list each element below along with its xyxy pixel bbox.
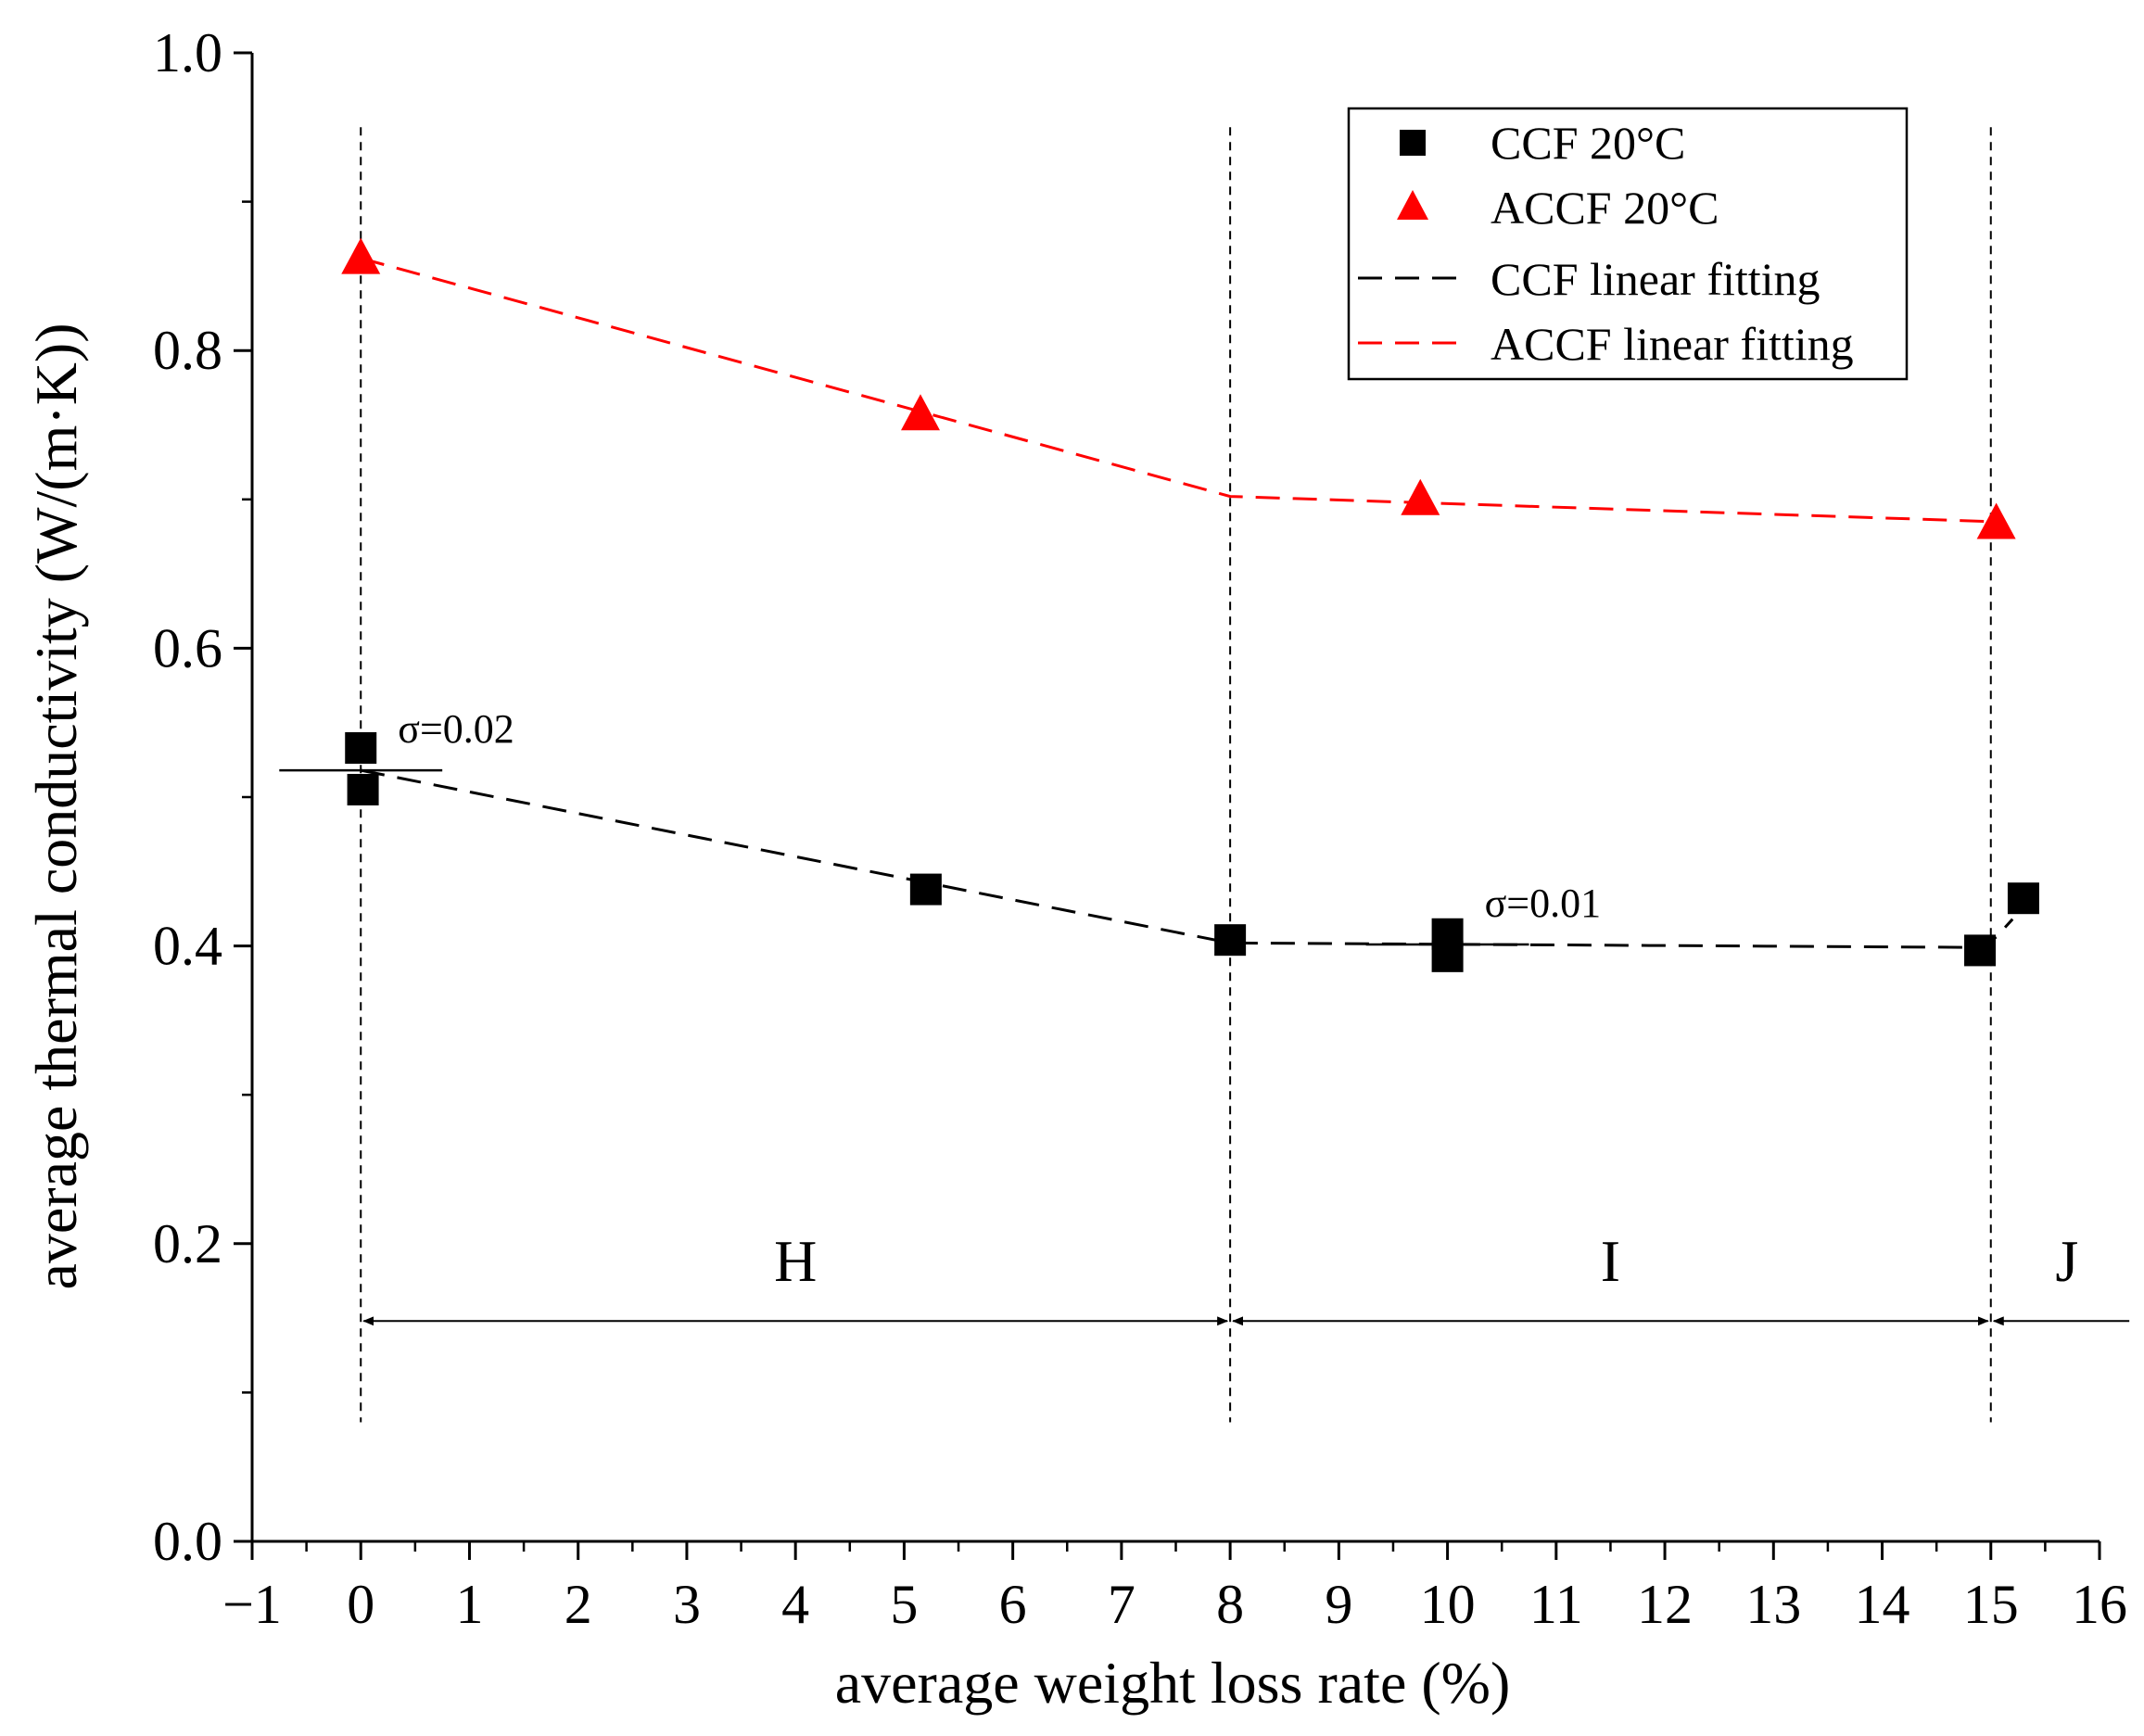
x-tick-label: 5: [890, 1574, 918, 1635]
legend: CCF 20°C ACCF 20°C CCF linear fitting AC…: [1347, 107, 1909, 381]
y-tick-label: 0.2: [153, 1213, 222, 1274]
x-tick-label: −1: [222, 1574, 282, 1635]
legend-marker-accf: [1397, 190, 1428, 220]
y-axis-title: average thermal conductivity (W/(m·K)): [23, 323, 89, 1289]
x-tick-label: 1: [455, 1574, 483, 1635]
accf-point: [341, 237, 381, 274]
x-tick-label: 16: [2072, 1574, 2127, 1635]
accf-point: [900, 394, 940, 431]
region-label-j: J: [2055, 1228, 2078, 1294]
x-tick-label: 9: [1325, 1574, 1352, 1635]
ccf-point: [909, 873, 942, 906]
y-tick-label: 0.8: [153, 320, 222, 381]
y-tick-label: 0.6: [153, 617, 222, 678]
x-tick-label: 2: [565, 1574, 592, 1635]
x-axis-title: average weight loss rate (%): [835, 1650, 1511, 1716]
x-tick-label: 10: [1420, 1574, 1476, 1635]
ccf-point: [1964, 934, 1997, 967]
x-tick-label: 0: [347, 1574, 374, 1635]
accf-point: [1401, 478, 1440, 515]
x-tick-label: 7: [1108, 1574, 1135, 1635]
x-tick-label: 12: [1637, 1574, 1693, 1635]
legend-label-accf: ACCF 20°C: [1491, 182, 1719, 234]
y-tick-label: 1.0: [153, 22, 222, 83]
error-bar-label: σ=0.01: [1485, 881, 1602, 926]
region-label-h: H: [774, 1228, 817, 1294]
legend-marker-ccf: [1400, 130, 1426, 156]
fit-line-accf: [360, 257, 1997, 524]
x-tick-label: 13: [1745, 1574, 1801, 1635]
ccf-point: [1214, 924, 1247, 957]
y-tick-label: 0.4: [153, 916, 222, 977]
ccf-point: [2007, 882, 2039, 915]
x-tick-label: 15: [1963, 1574, 2019, 1635]
y-tick-label: 0.0: [153, 1511, 222, 1572]
legend-label-accf-fit: ACCF linear fitting: [1491, 318, 1854, 370]
x-tick-label: 6: [999, 1574, 1027, 1635]
x-tick-label: 3: [673, 1574, 701, 1635]
x-tick-label: 8: [1216, 1574, 1244, 1635]
ccf-point: [1431, 940, 1464, 972]
fit-line-ccf: [360, 768, 2014, 949]
ccf-point: [345, 732, 377, 765]
legend-label-ccf-fit: CCF linear fitting: [1491, 253, 1820, 305]
x-tick-label: 14: [1855, 1574, 1910, 1635]
accf-point: [1976, 502, 2016, 539]
legend-label-ccf: CCF 20°C: [1491, 117, 1685, 169]
error-bar-label: σ=0.02: [398, 706, 514, 752]
x-tick-label: 11: [1529, 1574, 1583, 1635]
ccf-point: [347, 773, 379, 805]
x-tick-label: 4: [781, 1574, 809, 1635]
legend-box: [1347, 107, 1909, 381]
region-label-i: I: [1601, 1228, 1620, 1294]
